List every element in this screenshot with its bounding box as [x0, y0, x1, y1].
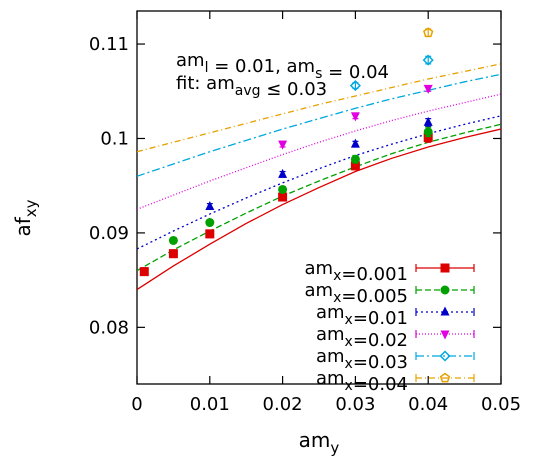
data-point-series-0 — [423, 133, 433, 143]
y-axis-label: afxy — [11, 199, 40, 236]
x-tick-label: 0.05 — [481, 394, 521, 415]
data-point-series-3 — [423, 84, 433, 94]
legend: amx=0.001amx=0.005amx=0.01amx=0.02amx=0.… — [305, 258, 475, 395]
data-point-series-1 — [278, 184, 288, 194]
legend-marker — [440, 306, 450, 316]
legend-label: amx=0.03 — [316, 346, 408, 373]
fit-curve-series-3 — [137, 93, 501, 210]
y-tick-label: 0.11 — [89, 34, 129, 55]
legend-marker — [439, 350, 451, 362]
data-point-series-0 — [168, 249, 178, 259]
fit-curves — [137, 63, 501, 291]
data-point-series-1 — [205, 218, 215, 228]
x-tick-label: 0.04 — [408, 394, 448, 415]
fit-curve-series-0 — [137, 128, 501, 291]
fit-curve-series-5 — [137, 63, 501, 153]
x-tick-label: 0.03 — [335, 394, 375, 415]
plot-frame — [136, 10, 502, 385]
y-tick-label: 0.08 — [89, 317, 129, 338]
data-point-series-2 — [350, 138, 360, 148]
x-tick-label: 0 — [131, 394, 142, 415]
data-point-series-4 — [349, 80, 361, 92]
legend-marker — [439, 372, 451, 383]
y-tick-label: 0.1 — [100, 128, 129, 149]
legend-marker — [440, 285, 450, 295]
legend-label: amx=0.02 — [316, 324, 408, 351]
x-axis-label: amy — [299, 428, 340, 457]
fit-curve-series-1 — [137, 123, 501, 272]
data-point-series-3 — [278, 140, 288, 150]
y-tick-label: 0.09 — [89, 223, 129, 244]
data-point-series-0 — [350, 161, 360, 171]
data-point-series-3 — [350, 112, 360, 122]
axis-ticks: 0 0.01 0.02 0.03 0.04 0.05 0.08 0.09 0.1 0.11 — [89, 11, 521, 415]
annotation-line-1: aml = 0.01, ams = 0.04 — [176, 50, 389, 83]
legend-label: amx=0.001 — [305, 258, 409, 285]
data-point-series-1 — [350, 154, 360, 164]
data-point-series-5 — [423, 27, 434, 38]
data-point-series-0 — [278, 192, 288, 202]
data-point-series-0 — [139, 267, 149, 277]
data-points — [139, 27, 434, 277]
annotation-line-2: fit: amavg ≤ 0.03 — [176, 73, 327, 100]
fit-curve-series-4 — [137, 73, 501, 177]
data-point-series-1 — [423, 127, 433, 137]
legend-marker — [440, 330, 450, 340]
data-point-series-0 — [205, 229, 215, 239]
legend-marker — [440, 263, 450, 273]
data-point-series-1 — [168, 235, 178, 245]
data-point-series-2 — [278, 168, 288, 178]
data-point-series-2 — [423, 116, 433, 126]
x-tick-label: 0.01 — [190, 394, 230, 415]
legend-label: amx=0.005 — [305, 280, 409, 307]
data-point-series-2 — [205, 200, 215, 210]
legend-label: amx=0.01 — [316, 302, 408, 329]
fit-curve-series-2 — [137, 115, 501, 250]
legend-label: amx=0.04 — [316, 368, 408, 395]
x-tick-label: 0.02 — [263, 394, 303, 415]
data-point-series-4 — [422, 54, 434, 66]
